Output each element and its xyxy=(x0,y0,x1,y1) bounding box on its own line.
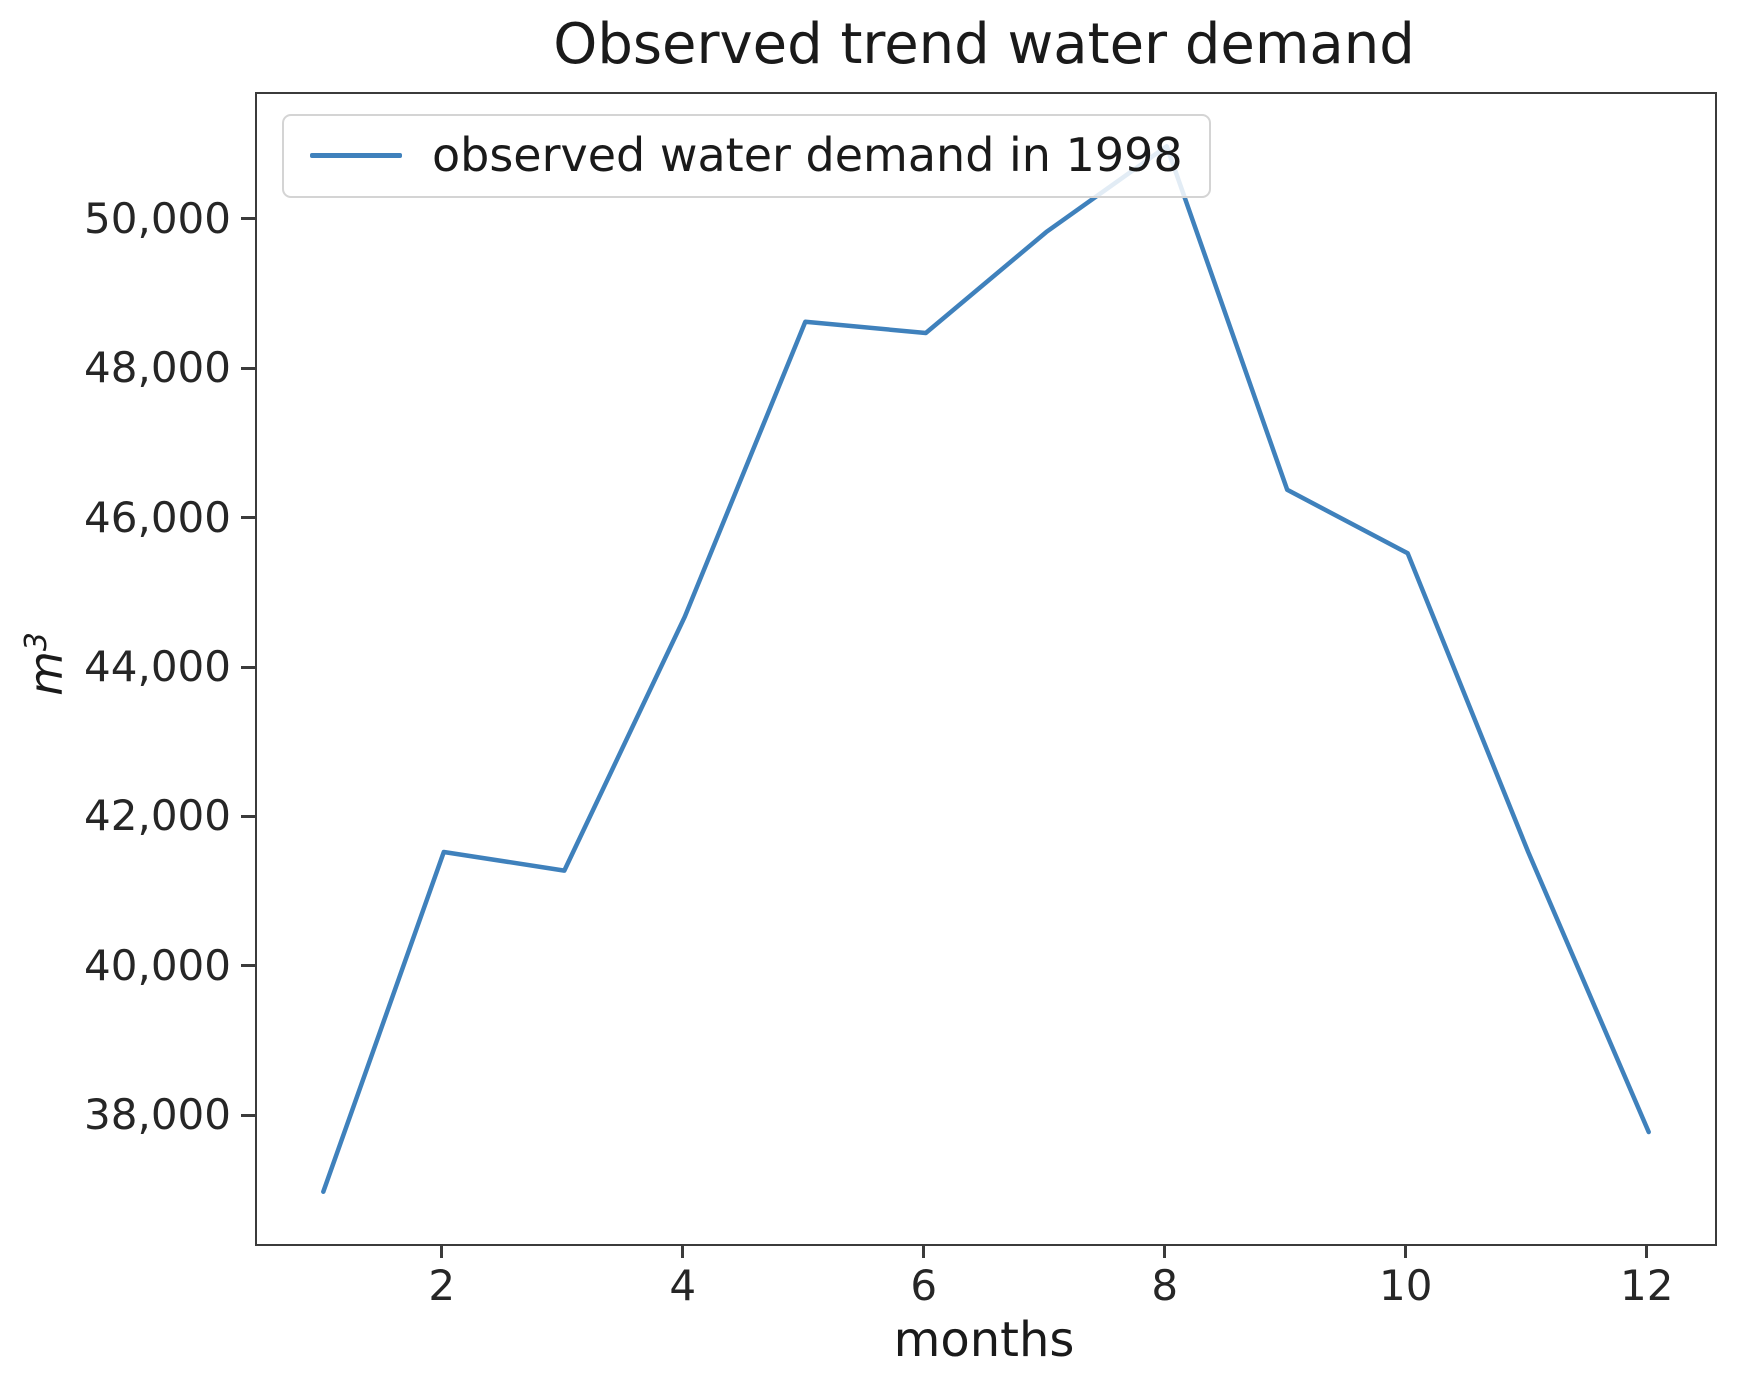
y-tick-mark xyxy=(241,814,255,818)
y-tick-mark xyxy=(241,1113,255,1117)
x-tick-mark xyxy=(1163,1244,1167,1258)
y-tick-mark xyxy=(241,516,255,520)
y-tick-mark xyxy=(241,665,255,669)
x-tick-label: 12 xyxy=(1619,1261,1674,1310)
legend-line-sample-icon xyxy=(310,152,402,158)
legend-label: observed water demand in 1998 xyxy=(432,128,1183,182)
y-tick-label: 44,000 xyxy=(84,642,231,691)
x-axis-title: months xyxy=(893,1312,1075,1368)
x-tick-label: 2 xyxy=(428,1261,456,1310)
x-tick-label: 6 xyxy=(910,1261,938,1310)
x-tick-label: 8 xyxy=(1151,1261,1179,1310)
y-tick-mark xyxy=(241,964,255,968)
plot-svg xyxy=(321,144,1651,1194)
x-tick-mark xyxy=(1404,1244,1408,1258)
x-tick-mark xyxy=(1645,1244,1649,1258)
x-tick-mark xyxy=(440,1244,444,1258)
demand-line-series xyxy=(321,144,1651,1194)
plot-area xyxy=(255,92,1717,1246)
y-tick-label: 42,000 xyxy=(84,791,231,841)
x-tick-label: 4 xyxy=(669,1261,697,1310)
y-tick-label: 38,000 xyxy=(84,1090,231,1140)
y-axis-title-base: m xyxy=(19,651,74,696)
y-tick-mark xyxy=(241,217,255,221)
x-tick-label: 10 xyxy=(1379,1261,1433,1310)
chart-title: Observed trend water demand xyxy=(553,12,1415,77)
legend-box: observed water demand in 1998 xyxy=(282,114,1211,198)
y-tick-label: 40,000 xyxy=(84,940,231,990)
y-axis-title-exponent: 3 xyxy=(18,632,54,652)
y-tick-label: 50,000 xyxy=(84,193,231,243)
y-tick-label: 48,000 xyxy=(84,343,231,393)
y-tick-label: 46,000 xyxy=(84,492,231,542)
x-tick-mark xyxy=(922,1244,926,1258)
x-tick-mark xyxy=(681,1244,685,1258)
y-tick-mark xyxy=(241,366,255,370)
y-axis-title: m3 xyxy=(19,632,73,696)
